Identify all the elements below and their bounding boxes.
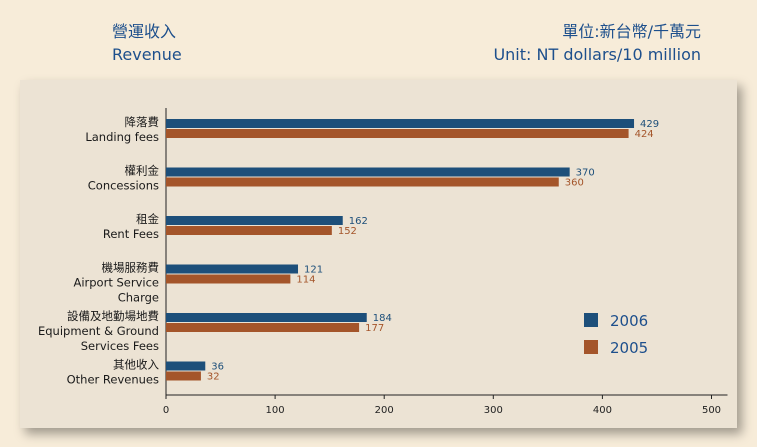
bar-2006 (166, 167, 570, 177)
value-label-2006: 429 (640, 119, 659, 130)
category-label: 設備及地勤場地費 (67, 309, 159, 323)
chart-panel: 0 100 200 300 400 500 429 424 降落費 Landing fees 370… (20, 80, 737, 428)
unit-zh: 單位:新台幣/千萬元 (562, 22, 701, 41)
legend-swatch-2005 (584, 340, 598, 354)
x-tick-label: 200 (375, 405, 394, 416)
title-zh: 營運收入 (112, 22, 177, 41)
category-label: Services Fees (81, 339, 159, 353)
value-label-2005: 32 (207, 372, 220, 383)
bar-2006 (166, 313, 367, 322)
unit-en: Unit: NT dollars/10 million (493, 45, 701, 64)
category-label: Charge (118, 291, 159, 305)
value-label-2006: 36 (211, 362, 224, 373)
bar-2005 (166, 129, 629, 138)
x-tick-label: 0 (163, 405, 169, 416)
x-tick-label: 400 (593, 405, 612, 416)
x-tick-label: 300 (484, 405, 503, 416)
value-label-2005: 424 (635, 129, 654, 140)
title-en: Revenue (112, 45, 182, 64)
category-label: Other Revenues (67, 373, 159, 387)
value-label-2005: 177 (365, 323, 384, 334)
category-label: 機場服務費 (102, 261, 160, 275)
x-tick-label: 500 (702, 405, 721, 416)
category-label: 其他收入 (113, 358, 159, 372)
x-tick-label: 100 (266, 405, 285, 416)
bar-2005 (166, 226, 332, 235)
category-label: Concessions (88, 179, 159, 193)
category-label: 租金 (136, 212, 159, 226)
chart-title: 營運收入 Revenue (112, 20, 182, 66)
bar-2006 (166, 264, 299, 274)
bar-2006 (166, 361, 206, 371)
bar-2006 (166, 216, 343, 225)
value-label-2006: 184 (373, 313, 392, 324)
value-label-2006: 121 (304, 265, 323, 276)
category-label: 降落費 (125, 115, 160, 129)
category-label: Landing fees (85, 130, 159, 144)
legend-swatch-2006 (584, 313, 598, 327)
value-label-2006: 370 (576, 168, 595, 179)
bar-2006 (166, 119, 635, 128)
category-label: Equipment & Ground (38, 324, 159, 338)
value-label-2006: 162 (349, 216, 368, 227)
bar-2005 (166, 323, 360, 332)
value-label-2005: 152 (338, 226, 357, 237)
category-label: Rent Fees (103, 227, 159, 241)
value-label-2005: 114 (296, 275, 315, 286)
category-label: 權利金 (125, 164, 160, 178)
value-label-2005: 360 (565, 178, 584, 189)
legend-label-2005: 2005 (610, 339, 648, 357)
bar-2005 (166, 177, 559, 187)
legend-label-2006: 2006 (610, 312, 648, 330)
bar-2005 (166, 274, 291, 284)
unit-label: 單位:新台幣/千萬元 Unit: NT dollars/10 million (493, 20, 701, 66)
bar-2005 (166, 371, 201, 381)
category-label: Airport Service (73, 276, 159, 290)
